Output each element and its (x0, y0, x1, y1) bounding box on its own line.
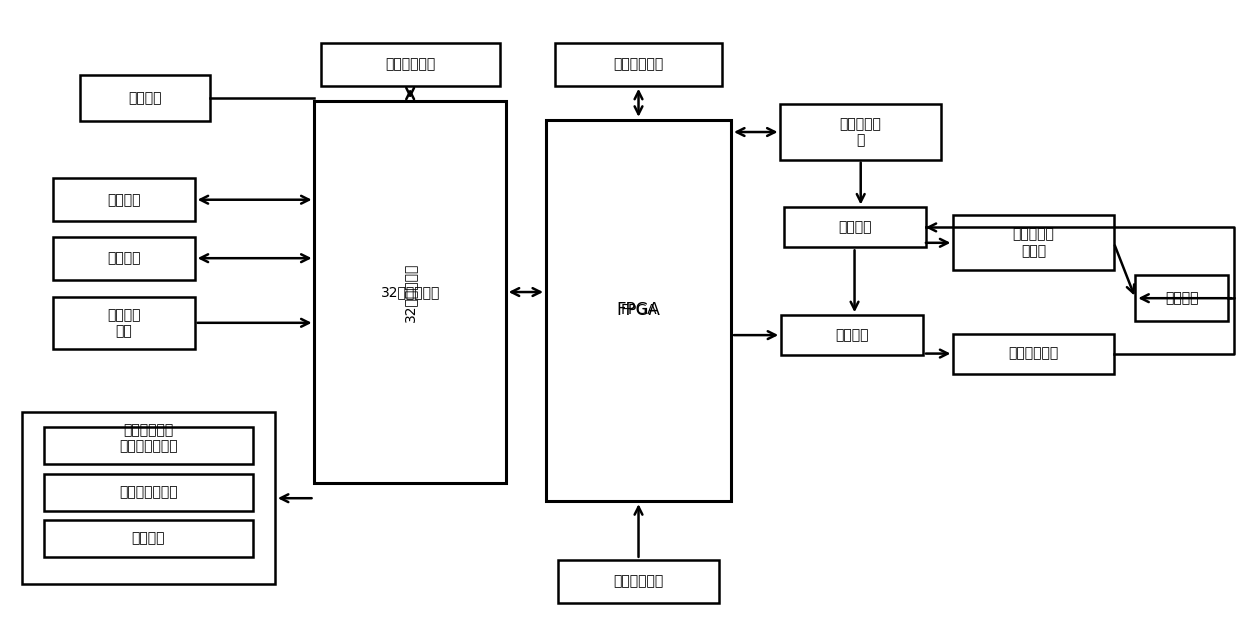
Text: 温补时标模块: 温补时标模块 (614, 574, 663, 588)
Bar (781, 315, 923, 355)
Text: 反馈模块: 反馈模块 (838, 220, 872, 234)
Bar (780, 104, 941, 160)
Text: 电能脉冲模块: 电能脉冲模块 (614, 57, 663, 71)
Bar (53, 297, 195, 349)
Bar (22, 412, 275, 584)
Text: FPGA: FPGA (620, 304, 657, 317)
Bar (954, 333, 1114, 374)
Text: 按键输入
模块: 按键输入 模块 (107, 308, 140, 338)
Text: 数据采集模
块: 数据采集模 块 (839, 117, 882, 147)
Bar (53, 178, 195, 221)
Text: FPGA: FPGA (616, 302, 661, 319)
Text: 电源模块: 电源模块 (128, 91, 161, 105)
Text: 显示模块: 显示模块 (107, 251, 140, 265)
Bar (53, 237, 195, 279)
Text: 电压源短路保护: 电压源短路保护 (119, 439, 177, 453)
Text: 报警保护模块: 报警保护模块 (123, 423, 174, 437)
Bar (43, 520, 253, 556)
Bar (315, 101, 506, 483)
Text: 电流源开路保护: 电流源开路保护 (119, 485, 177, 499)
Bar (556, 43, 722, 86)
Text: 电流驱动模块: 电流驱动模块 (1008, 347, 1059, 361)
Bar (558, 560, 719, 603)
Text: 过载保护: 过载保护 (131, 531, 165, 545)
Bar (79, 75, 210, 121)
Text: 控制模块: 控制模块 (836, 328, 869, 342)
Bar (784, 207, 925, 247)
Bar (1136, 275, 1228, 321)
Bar (43, 474, 253, 510)
Bar (546, 120, 732, 501)
Bar (43, 427, 253, 465)
Text: 通讯模块: 通讯模块 (107, 193, 140, 207)
Text: 32位微处理器: 32位微处理器 (403, 262, 417, 322)
Bar (954, 215, 1114, 271)
Bar (321, 43, 500, 86)
Text: 输出模块: 输出模块 (1164, 291, 1198, 305)
Text: 六路电压驱
动模块: 六路电压驱 动模块 (1013, 228, 1054, 258)
Text: 32位微处理器: 32位微处理器 (381, 285, 440, 299)
Text: 数据存储模块: 数据存储模块 (384, 57, 435, 71)
